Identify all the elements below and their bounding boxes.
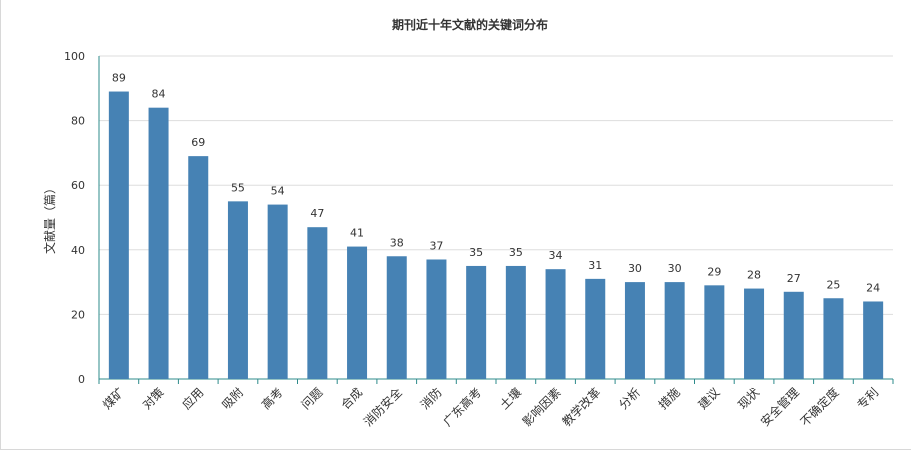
x-tick-label: 问题 (299, 385, 326, 412)
bar-17 (744, 288, 765, 379)
bar-15 (664, 282, 685, 379)
data-label: 30 (668, 262, 682, 275)
data-label: 28 (747, 269, 761, 282)
x-tick-label: 消防安全 (360, 385, 405, 430)
bar-3 (188, 156, 209, 379)
data-label: 69 (191, 136, 205, 149)
data-label: 84 (152, 88, 166, 101)
bar-14 (624, 282, 645, 379)
x-tick-label: 教学改革 (559, 385, 604, 430)
x-tick-label: 土壤 (496, 385, 524, 413)
y-tick-label: 60 (71, 179, 85, 192)
data-label: 31 (588, 259, 602, 272)
data-label: 34 (549, 249, 563, 262)
bar-9 (426, 259, 447, 379)
bar-11 (505, 265, 526, 379)
y-tick-label: 100 (64, 50, 85, 63)
x-tick-label: 应用 (179, 385, 207, 413)
bar-10 (466, 265, 487, 379)
bar-18 (783, 291, 804, 379)
y-tick-label: 80 (71, 115, 85, 128)
x-tick-label: 影响因素 (519, 385, 564, 430)
bar-5 (267, 204, 288, 379)
bar-8 (386, 256, 407, 379)
x-tick-label: 广东高考 (440, 385, 485, 430)
data-label: 27 (787, 272, 801, 285)
bars (108, 91, 884, 380)
x-tick-label: 安全管理 (757, 385, 802, 430)
grid-lines (99, 55, 893, 315)
x-tick-label: 现状 (735, 385, 762, 412)
x-tick-label: 建议 (696, 385, 723, 412)
x-tick-label: 专利 (854, 385, 882, 413)
data-label: 24 (866, 281, 880, 294)
data-label: 25 (826, 278, 840, 291)
x-tick-label: 煤矿 (100, 385, 127, 412)
data-label: 89 (112, 72, 126, 85)
y-tick-labels: 0 20 40 60 80 100 (64, 50, 85, 386)
bar-13 (585, 278, 606, 379)
y-tick-label: 20 (71, 308, 85, 321)
x-tick-label: 对策 (140, 385, 167, 412)
x-tick-label: 高考 (258, 385, 286, 413)
y-axis-label: 文献量（篇） (42, 182, 57, 254)
data-label: 29 (707, 265, 721, 278)
bar-4 (227, 201, 248, 379)
data-label: 38 (390, 236, 404, 249)
data-label: 55 (231, 181, 245, 194)
data-labels: 89 84 69 55 54 47 41 38 37 35 35 34 31 30 30 29 28 27 25 24 (112, 72, 880, 295)
bar-19 (823, 298, 844, 379)
data-label: 41 (350, 227, 364, 240)
axes (98, 56, 894, 384)
data-label: 35 (469, 246, 483, 259)
bar-12 (545, 269, 566, 379)
data-label: 35 (509, 246, 523, 259)
bar-16 (704, 285, 725, 379)
x-tick-label: 不确定度 (797, 385, 842, 430)
x-tick-label: 措施 (656, 385, 683, 412)
data-label: 30 (628, 262, 642, 275)
x-tick-label: 消防 (417, 385, 445, 413)
bar-20 (863, 301, 884, 379)
x-tick-label: 吸附 (219, 385, 246, 412)
data-label: 54 (271, 185, 285, 198)
x-tick-label: 合成 (338, 385, 366, 413)
data-label: 47 (310, 207, 324, 220)
y-tick-label: 40 (71, 244, 85, 257)
chart-title: 期刊近十年文献的关键词分布 (392, 17, 548, 32)
bar-7 (347, 246, 368, 379)
x-tick-label: 分析 (616, 385, 643, 412)
bar-1 (108, 91, 129, 379)
y-tick-label: 0 (78, 373, 85, 386)
data-label: 37 (429, 239, 443, 252)
bar-2 (148, 107, 169, 380)
bar-6 (307, 227, 328, 379)
